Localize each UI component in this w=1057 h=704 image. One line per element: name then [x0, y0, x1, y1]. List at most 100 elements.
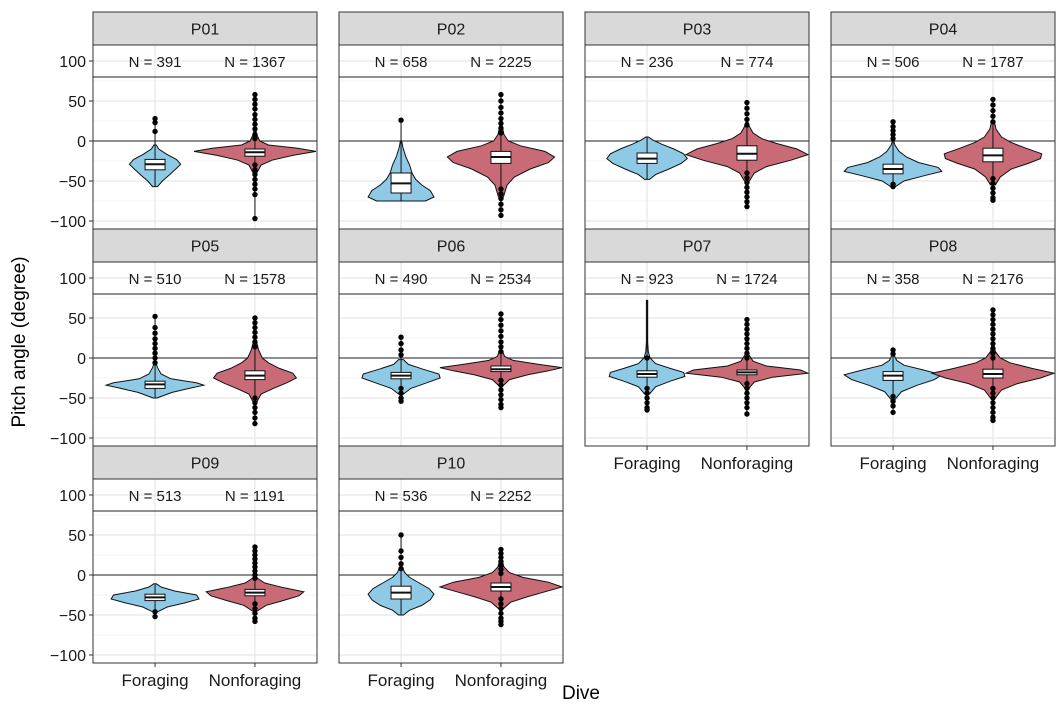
outlier-point	[252, 344, 258, 350]
outlier-point	[252, 186, 258, 192]
group-count-label: N = 1578	[224, 271, 285, 288]
outlier-point	[252, 548, 258, 554]
facet-strip	[92, 11, 318, 46]
outlier-point	[498, 382, 504, 388]
outlier-point	[252, 126, 258, 132]
outlier-point	[252, 121, 258, 127]
outlier-point	[890, 123, 896, 130]
outlier-point	[498, 344, 504, 350]
y-tick-label: −100	[50, 648, 86, 665]
facet-strip	[92, 445, 318, 480]
outlier-point	[744, 380, 750, 387]
outlier-point	[252, 601, 258, 607]
outlier-point	[498, 566, 504, 573]
outlier-point	[498, 195, 504, 202]
outlier-point	[252, 135, 258, 142]
outlier-point	[990, 96, 996, 103]
outlier-point	[398, 334, 404, 340]
outlier-point	[152, 360, 158, 366]
outlier-point	[498, 110, 504, 116]
outlier-point	[252, 618, 258, 625]
outlier-point	[498, 91, 504, 98]
outlier-point	[990, 316, 996, 323]
outlier-point	[990, 400, 996, 406]
outlier-point	[744, 355, 750, 361]
group-count-label: N = 658	[375, 54, 428, 71]
outlier-point	[252, 167, 258, 173]
outlier-point	[644, 390, 650, 396]
outlier-point	[744, 199, 750, 205]
y-tick-label: −50	[59, 608, 86, 625]
facet-panel-p07: P07 N = 923 N = 1724 Foraging Nonforaging	[584, 228, 810, 473]
outlier-point	[890, 403, 896, 409]
plot-background	[831, 45, 1055, 229]
panel-border	[830, 261, 1056, 447]
outlier-point	[252, 334, 258, 340]
outlier-point	[398, 398, 404, 404]
outlier-point	[152, 336, 158, 342]
outlier-point	[152, 119, 158, 126]
outlier-point	[498, 601, 504, 607]
outlier-point	[890, 183, 896, 190]
outlier-point	[252, 320, 258, 326]
group-count-label: N = 391	[129, 54, 182, 71]
outlier-point	[744, 122, 750, 128]
outlier-point	[252, 544, 258, 550]
outlier-point	[890, 393, 896, 400]
outlier-point	[152, 345, 158, 352]
outlier-point	[498, 115, 504, 122]
x-tick-label: Foraging	[121, 671, 188, 690]
outlier-point	[498, 201, 504, 207]
outlier-point	[890, 135, 896, 142]
panel-border	[338, 478, 564, 664]
outlier-point	[252, 339, 258, 345]
outlier-point	[990, 197, 996, 203]
outlier-point	[744, 175, 750, 181]
outlier-point	[398, 561, 404, 567]
outlier-point	[744, 331, 750, 337]
facet-title: P01	[191, 22, 220, 39]
y-tick-label: 50	[68, 94, 86, 111]
outlier-point	[252, 395, 258, 401]
outlier-point	[890, 409, 896, 416]
outlier-point	[498, 322, 504, 328]
facet-strip	[338, 228, 564, 263]
x-tick-label: Foraging	[613, 454, 680, 473]
outlier-point	[498, 125, 504, 131]
outlier-point	[252, 409, 258, 416]
outlier-point	[990, 175, 996, 182]
outlier-point	[152, 313, 158, 320]
group-count-label: N = 1367	[224, 54, 285, 71]
outlier-point	[498, 562, 504, 569]
outlier-point	[152, 115, 158, 122]
outlier-point	[252, 575, 258, 581]
facet-title: P03	[683, 22, 712, 39]
plot-background	[339, 479, 563, 663]
plot-background	[831, 262, 1055, 446]
outlier-point	[252, 610, 258, 617]
group-count-label: N = 536	[375, 488, 428, 505]
outlier-point	[990, 102, 996, 108]
outlier-point	[744, 326, 750, 332]
outlier-point	[398, 385, 404, 392]
x-tick-label: Nonforaging	[701, 454, 794, 473]
x-tick-label: Nonforaging	[209, 671, 302, 690]
outlier-point	[498, 212, 504, 219]
outlier-point	[152, 355, 158, 361]
outlier-point	[498, 191, 504, 197]
panel-border	[584, 261, 810, 447]
outlier-point	[990, 180, 996, 187]
plot-background	[585, 262, 809, 446]
facet-title: P02	[437, 22, 466, 39]
outlier-point	[252, 106, 258, 112]
outlier-point	[252, 101, 258, 107]
outlier-point	[152, 609, 158, 615]
facet-title: P09	[191, 456, 220, 473]
outlier-point	[398, 390, 404, 396]
outlier-point	[398, 532, 404, 538]
y-axis-title: Pitch angle (degree)	[9, 256, 30, 427]
outlier-point	[890, 398, 896, 404]
outlier-point	[498, 621, 504, 628]
outlier-point	[398, 340, 404, 347]
outlier-point	[252, 191, 258, 198]
